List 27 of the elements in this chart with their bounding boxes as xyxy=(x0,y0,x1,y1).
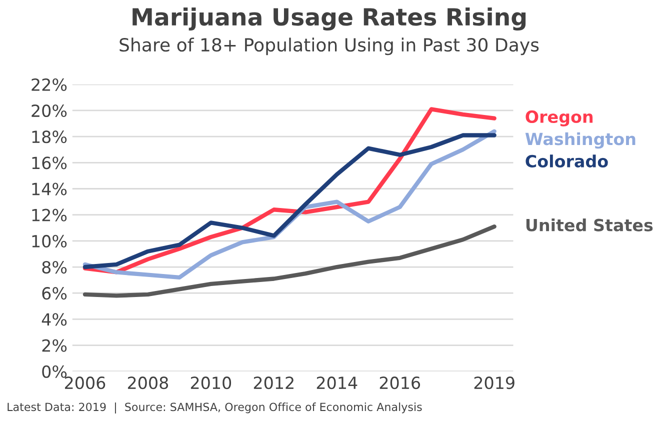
chart-title: Marijuana Usage Rates Rising xyxy=(132,7,526,31)
x-tick-label: 2006 xyxy=(64,376,106,390)
series-label: United States xyxy=(526,218,653,232)
text: Latest Data: 2019 | Source: SAMHSA, Oregon Office of Economic Analysis xyxy=(8,402,422,414)
x-tick-label: 2010 xyxy=(190,376,232,390)
y-tick-label: 0% xyxy=(42,365,67,378)
y-tick-label: 20% xyxy=(32,104,67,118)
y-tick-label: 8% xyxy=(42,260,67,274)
x-tick-label: 2012 xyxy=(254,376,294,390)
y-tick-label: 12% xyxy=(32,208,67,222)
y-tick-label: 22% xyxy=(32,78,67,91)
line-series xyxy=(82,224,496,298)
series-label: Washington xyxy=(525,132,636,149)
y-tick-label: 14% xyxy=(32,182,67,196)
y-tick-label: 18% xyxy=(32,130,67,144)
y-tick-label: 4% xyxy=(42,313,67,326)
y-tick-label: 16% xyxy=(32,156,67,170)
x-tick-label: 2008 xyxy=(128,376,168,390)
y-tick-label: 6% xyxy=(42,287,67,300)
y-tick-label: 2% xyxy=(42,339,67,352)
x-tick-label: 2014 xyxy=(316,376,358,390)
x-tick-label: 2019 xyxy=(474,376,514,390)
x-tick-label: 2016 xyxy=(380,376,420,390)
chart-subtitle: Share of 18+ Population Using in Past 30 Days xyxy=(120,38,539,56)
y-tick-label: 10% xyxy=(32,234,67,248)
text: Colorado xyxy=(526,154,608,168)
series-label: Oregon xyxy=(526,110,593,126)
